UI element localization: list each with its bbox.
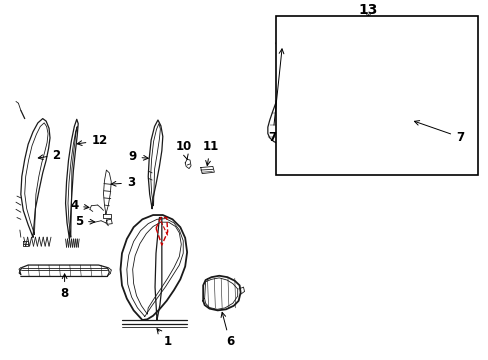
Text: 9: 9 [128,150,148,163]
Text: 3: 3 [111,176,135,189]
Text: 10: 10 [175,140,191,159]
Text: 7: 7 [268,49,284,144]
Text: 12: 12 [77,134,107,147]
Text: 13: 13 [358,3,377,17]
Text: 11: 11 [202,140,218,166]
Text: 7: 7 [414,121,463,144]
Text: 1: 1 [157,329,171,348]
Text: 5: 5 [75,215,95,228]
Text: 6: 6 [221,312,234,348]
Bar [276,16,477,175]
Text: 2: 2 [38,149,61,162]
Text: 4: 4 [70,199,89,212]
Text: 8: 8 [61,274,69,300]
